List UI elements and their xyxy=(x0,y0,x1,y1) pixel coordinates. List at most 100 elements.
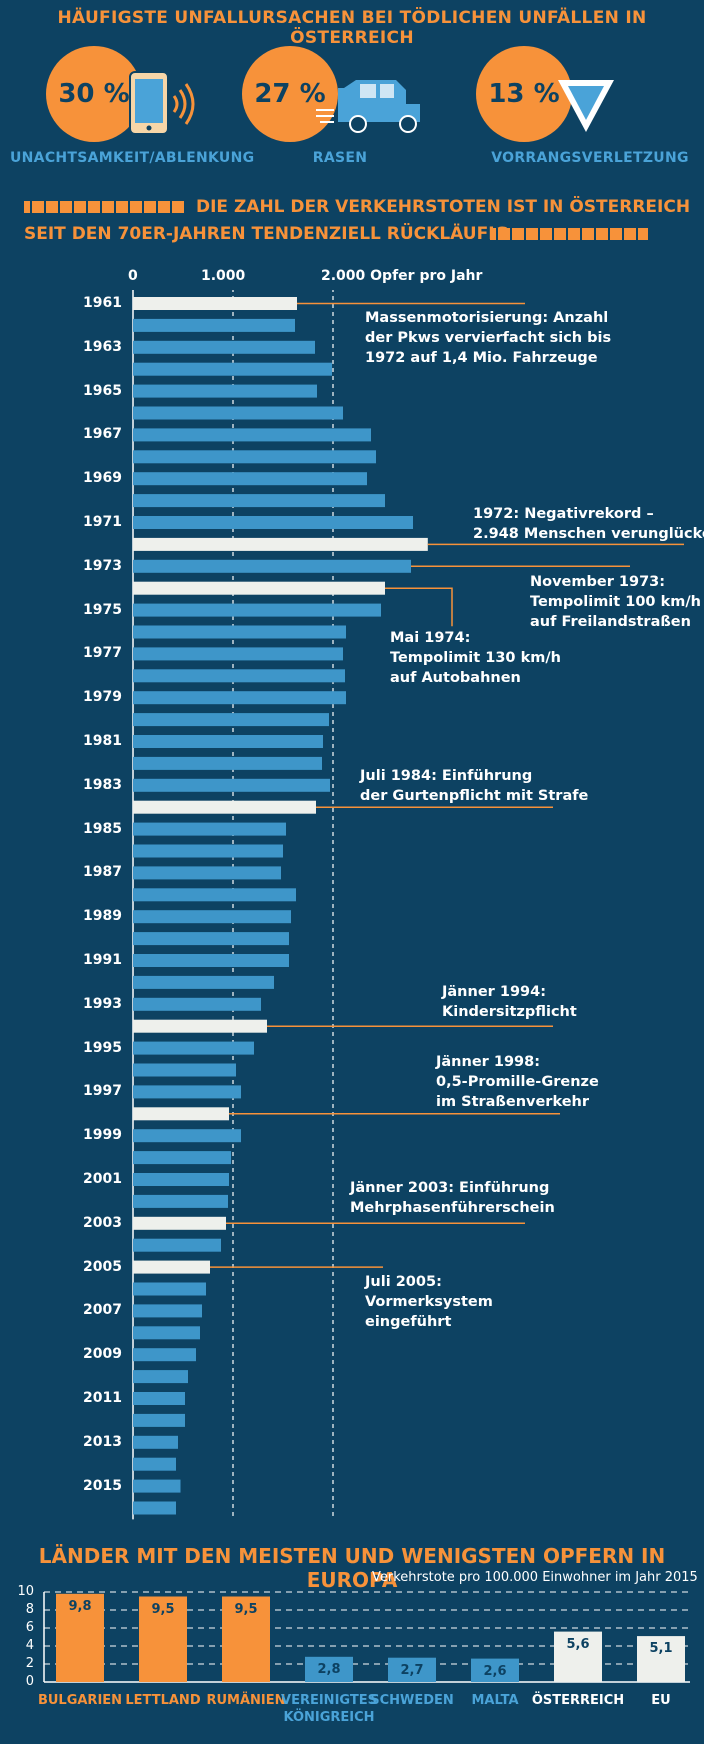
stat-circle-distraction: 30 % xyxy=(46,46,142,142)
bar-1982 xyxy=(133,756,322,770)
bar-1963 xyxy=(133,340,315,354)
country-bar-1 xyxy=(139,1596,187,1682)
year-label-1965: 1965 xyxy=(83,382,122,399)
annotation-line: der Gurtenpflicht mit Strafe xyxy=(360,788,589,804)
europe-chart xyxy=(43,1591,690,1683)
bar-1969 xyxy=(133,472,367,486)
bar-1976 xyxy=(133,625,346,639)
bar-value-label: 9,5 xyxy=(151,1601,175,1617)
bar-1973 xyxy=(133,559,411,573)
bar-1985 xyxy=(133,822,286,836)
y-tick-2: 2 xyxy=(25,1656,34,1671)
year-label-1991: 1991 xyxy=(83,952,122,968)
country-label-line: SCHWEDEN xyxy=(370,1693,454,1708)
country-label-line: LETTLAND xyxy=(125,1693,201,1708)
year-label-1961: 1961 xyxy=(83,295,122,311)
bar-1996 xyxy=(133,1063,236,1077)
year-label-1997: 1997 xyxy=(83,1083,122,1100)
year-label-1963: 1963 xyxy=(83,338,122,355)
bar-1968 xyxy=(133,450,376,464)
bar-1965 xyxy=(133,384,317,398)
country-bar-3 xyxy=(305,1656,353,1682)
bar-1983 xyxy=(133,778,330,792)
annotation-line: im Straßenverkehr xyxy=(436,1094,590,1110)
bar-value-label: 2,6 xyxy=(483,1663,507,1679)
x-tick-0: 0 xyxy=(128,268,138,284)
annotation-line: 2.948 Menschen verunglücken xyxy=(473,526,704,542)
annotation-line: Jänner 1998: xyxy=(436,1054,541,1070)
stat-value: 30 % xyxy=(58,79,130,109)
bar-1977 xyxy=(133,647,343,661)
bar-2003 xyxy=(133,1216,226,1230)
annotation-1973: November 1973: Tempolimit 100 km/h auf Fre… xyxy=(530,572,701,632)
bar-2010 xyxy=(133,1370,188,1384)
country-label: ÖSTERREICH xyxy=(528,1692,628,1709)
bar-1979 xyxy=(133,691,346,705)
dash-decoration-right xyxy=(490,228,648,240)
annotation-1984: Juli 1984: Einführung der Gurtenpflicht m… xyxy=(360,766,588,806)
bar-value-label: 2,7 xyxy=(400,1662,424,1678)
year-label-1979: 1979 xyxy=(83,689,122,706)
annotation-line: 1972 auf 1,4 Mio. Fahrzeuge xyxy=(365,350,598,366)
annotation-line: auf Freilandstraßen xyxy=(530,614,691,630)
bar-2016 xyxy=(133,1501,176,1515)
year-label-1999: 1999 xyxy=(83,1127,122,1144)
country-label: EU xyxy=(611,1692,704,1709)
annotation-line: Tempolimit 100 km/h xyxy=(530,594,701,610)
bar-1993 xyxy=(133,997,261,1011)
bar-2013 xyxy=(133,1435,178,1449)
year-label-1971: 1971 xyxy=(83,514,122,530)
country-bar-0 xyxy=(56,1593,104,1682)
bar-1990 xyxy=(133,932,289,946)
bar-1966 xyxy=(133,406,343,420)
country-label: SCHWEDEN xyxy=(362,1692,462,1709)
bar-1962 xyxy=(133,318,295,332)
bar-1961 xyxy=(133,297,297,310)
stat-circle-priority: 13 % xyxy=(476,46,572,142)
stat-circle-speeding: 27 % xyxy=(242,46,338,142)
bar-1999 xyxy=(133,1129,241,1143)
country-label-line: RUMÄNIEN xyxy=(206,1693,286,1708)
year-label-1973: 1973 xyxy=(83,557,122,574)
year-label-1981: 1981 xyxy=(83,733,122,749)
annotation-2005: Juli 2005: Vormerksystem eingeführt xyxy=(365,1272,493,1332)
timeline-headline-line2: SEIT DEN 70ER-JAHREN TENDENZIELL RÜCKLÄU… xyxy=(24,224,509,244)
bar-1978 xyxy=(133,669,345,683)
bar-2012 xyxy=(133,1413,185,1427)
bar-value-label: 2,8 xyxy=(317,1661,341,1677)
country-label: VEREINIGTES KÖNIGREICH xyxy=(279,1692,379,1726)
country-label: BULGARIEN xyxy=(30,1692,130,1709)
bar-2011 xyxy=(133,1392,185,1405)
annotation-1972: 1972: Negativrekord – 2.948 Menschen veru… xyxy=(473,504,704,544)
bar-2015 xyxy=(133,1479,181,1493)
year-label-1985: 1985 xyxy=(83,820,122,837)
annotation-1961: Massenmotorisierung: Anzahl der Pkws verv… xyxy=(365,308,611,368)
annotation-line: Juli 2005: xyxy=(365,1274,442,1290)
annotation-1994: Jänner 1994: Kindersitzpflicht xyxy=(442,982,577,1022)
annotation-line: auf Autobahnen xyxy=(390,670,521,686)
bar-2004 xyxy=(133,1238,221,1252)
bar-1984 xyxy=(133,800,316,814)
bar-value-label: 5,6 xyxy=(566,1636,590,1652)
bar-2009 xyxy=(133,1348,196,1362)
annotation-line: eingeführt xyxy=(365,1314,452,1330)
country-label-line: VEREINIGTES xyxy=(281,1693,377,1708)
annotation-line: Kindersitzpflicht xyxy=(442,1004,577,1020)
stat-label-priority: VORRANGSVERLETZUNG xyxy=(491,150,689,166)
year-label-1993: 1993 xyxy=(83,995,122,1012)
bar-value-label: 9,5 xyxy=(234,1601,258,1617)
stat-value: 27 % xyxy=(254,79,326,109)
bar-1980 xyxy=(133,713,329,727)
annotation-line: 1972: Negativrekord – xyxy=(473,506,654,522)
annotation-line: Vormerksystem xyxy=(365,1294,493,1310)
country-bar-6 xyxy=(554,1631,602,1682)
annotation-line: November 1973: xyxy=(530,574,666,590)
bar-1974 xyxy=(133,581,385,595)
dash-decoration-left xyxy=(24,201,184,213)
bar-1986 xyxy=(133,844,283,858)
annotation-line: 0,5-Promille-Grenze xyxy=(436,1074,599,1090)
year-label-1983: 1983 xyxy=(83,776,122,793)
year-label-1975: 1975 xyxy=(83,601,122,618)
bar-2002 xyxy=(133,1194,228,1208)
year-label-2011: 2011 xyxy=(83,1390,122,1406)
